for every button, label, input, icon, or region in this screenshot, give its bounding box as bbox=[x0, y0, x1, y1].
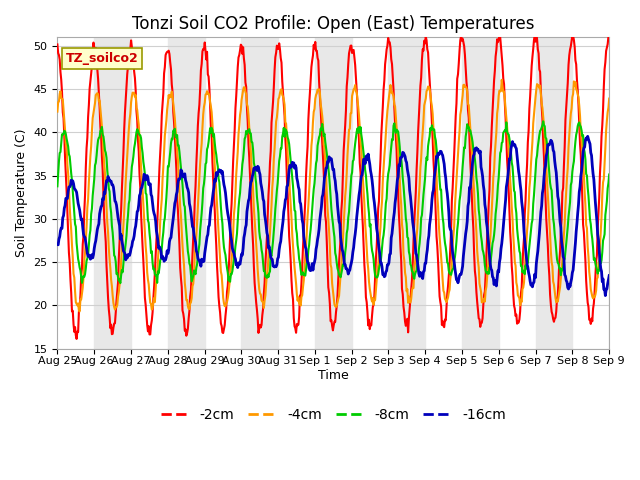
Text: TZ_soilco2: TZ_soilco2 bbox=[66, 52, 138, 65]
Bar bbox=[241, 37, 278, 348]
Bar bbox=[536, 37, 572, 348]
Y-axis label: Soil Temperature (C): Soil Temperature (C) bbox=[15, 129, 28, 257]
Bar bbox=[168, 37, 205, 348]
X-axis label: Time: Time bbox=[318, 369, 349, 382]
Bar bbox=[94, 37, 131, 348]
Bar bbox=[388, 37, 425, 348]
Title: Tonzi Soil CO2 Profile: Open (East) Temperatures: Tonzi Soil CO2 Profile: Open (East) Temp… bbox=[132, 15, 534, 33]
Legend: -2cm, -4cm, -8cm, -16cm: -2cm, -4cm, -8cm, -16cm bbox=[155, 402, 511, 428]
Bar bbox=[462, 37, 499, 348]
Bar bbox=[315, 37, 352, 348]
